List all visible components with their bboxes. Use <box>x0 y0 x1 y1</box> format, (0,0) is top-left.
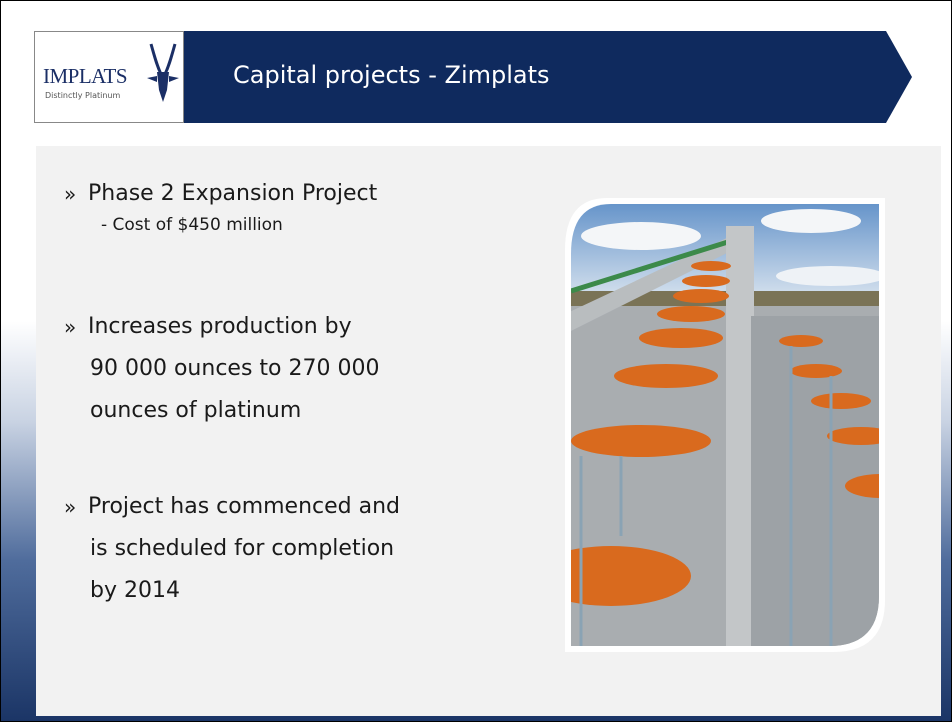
bullet-text: Increases production by <box>88 314 352 339</box>
title-banner <box>184 31 912 123</box>
bullet-text: by 2014 <box>90 578 180 603</box>
logo: IMPLATS Distinctly Platinum <box>34 31 184 123</box>
logo-tagline: Distinctly Platinum <box>45 91 121 100</box>
logo-name: IMPLATS <box>43 64 128 88</box>
bullet-text: 90 000 ounces to 270 000 <box>90 356 380 381</box>
project-photo <box>565 198 885 652</box>
logo-antelope <box>147 43 179 102</box>
bullet-text: is scheduled for completion <box>90 536 395 561</box>
sub-bullet-text: - Cost of $450 million <box>101 215 283 235</box>
bullet-marker: » <box>64 315 77 339</box>
bullet-text: Phase 2 Expansion Project <box>88 181 378 206</box>
bullet-text: Project has commenced and <box>88 494 401 519</box>
bullet-marker: » <box>64 495 77 519</box>
slide-title: Capital projects - Zimplats <box>233 61 550 89</box>
bullet-text: ounces of platinum <box>90 398 302 423</box>
bullet-marker: » <box>64 182 77 206</box>
